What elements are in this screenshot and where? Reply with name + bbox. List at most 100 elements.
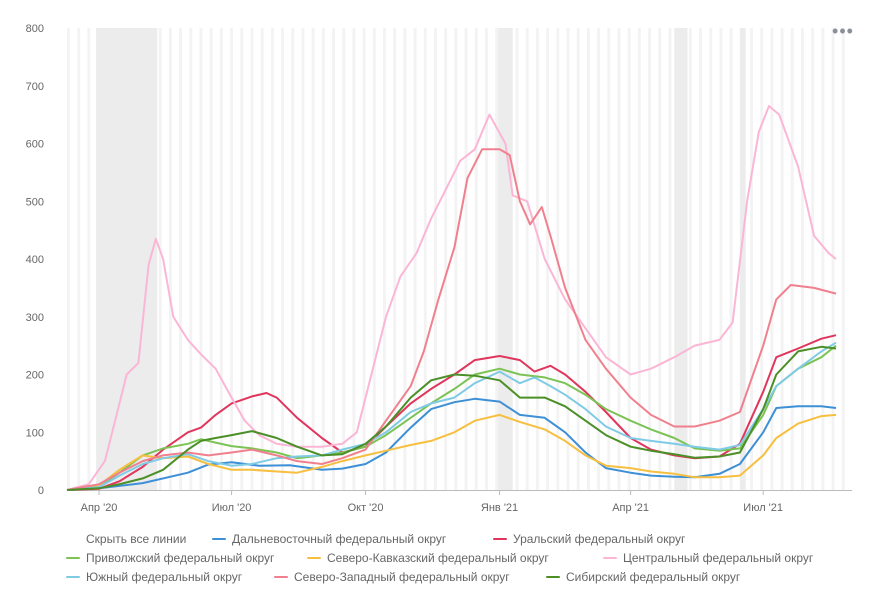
weekend-stripe (811, 28, 815, 490)
weekend-stripe (403, 28, 407, 490)
y-tick-label: 800 (26, 23, 44, 35)
legend-item-0[interactable]: Дальневосточный федеральный округ (212, 532, 446, 546)
series-line-2 (66, 344, 837, 491)
weekend-stripe (831, 28, 835, 490)
weekend-stripe (209, 28, 213, 490)
weekend-stripe (790, 28, 794, 490)
holiday-band (739, 28, 746, 490)
weekend-stripe (841, 28, 845, 490)
legend-item-5[interactable]: Южный федеральный округ (66, 570, 242, 584)
weekend-stripe (423, 28, 427, 490)
legend-swatch (212, 538, 226, 540)
weekend-stripe (179, 28, 183, 490)
weekend-stripe (454, 28, 458, 490)
weekend-stripe (474, 28, 478, 490)
weekend-stripe (760, 28, 764, 490)
weekend-stripe (699, 28, 702, 490)
weekend-stripe (770, 28, 774, 490)
weekend-stripe (688, 28, 692, 490)
weekend-stripe (383, 28, 386, 490)
y-tick-label: 600 (26, 139, 44, 151)
legend-item-4[interactable]: Центральный федеральный округ (603, 551, 813, 565)
legend-label: Центральный федеральный округ (623, 551, 814, 565)
weekend-stripe (729, 28, 733, 490)
weekend-stripe (444, 28, 448, 490)
legend-swatch (493, 538, 507, 540)
y-tick-label: 700 (26, 81, 44, 93)
weekend-stripe (535, 28, 539, 490)
weekend-bands (67, 28, 845, 490)
weekend-stripe (189, 28, 193, 490)
weekend-stripe (658, 28, 662, 490)
legend-item-1[interactable]: Уральский федеральный округ (493, 532, 685, 546)
weekend-stripe (576, 28, 580, 490)
weekend-stripe (77, 28, 81, 490)
weekend-stripe (372, 28, 376, 490)
weekend-stripe (515, 28, 519, 490)
legend-swatch (66, 576, 80, 578)
weekend-stripe (199, 28, 203, 490)
series-line-6 (66, 148, 837, 491)
weekend-stripe (342, 28, 346, 490)
legend-item-3[interactable]: Северо-Кавказский федеральный округ (307, 551, 549, 565)
hide-all-lines-button[interactable]: Скрыть все линии (86, 532, 187, 546)
weekend-stripe (250, 28, 254, 490)
weekend-stripe (719, 28, 723, 490)
x-tick-label: Окт '20 (348, 502, 384, 514)
y-tick-label: 400 (26, 254, 44, 266)
series-line-7 (66, 345, 837, 491)
y-tick-label: 0 (38, 485, 44, 497)
weekend-stripe (158, 28, 162, 490)
legend-item-6[interactable]: Северо-Западный федеральный округ (274, 570, 510, 584)
series-line-5 (66, 341, 837, 491)
weekend-stripe (67, 28, 70, 490)
weekend-stripe (352, 28, 356, 490)
weekend-stripe (332, 28, 335, 490)
legend-label: Сибирский федеральный округ (566, 570, 741, 584)
weekend-stripe (464, 28, 468, 490)
legend-swatch (66, 557, 80, 559)
x-tick-label: Апр '20 (81, 502, 118, 514)
legend-item-7[interactable]: Сибирский федеральный округ (546, 570, 740, 584)
weekend-stripe (750, 28, 753, 490)
weekend-stripe (301, 28, 305, 490)
weekend-stripe (270, 28, 274, 490)
legend-label: Приволжский федеральный округ (86, 551, 275, 565)
weekend-stripe (168, 28, 172, 490)
legend-swatch (274, 576, 288, 578)
y-tick-label: 500 (26, 196, 44, 208)
y-axis: 0 100 200 300 400 500 600 700 800 (26, 23, 44, 497)
weekend-stripe (413, 28, 417, 490)
weekend-stripe (648, 28, 652, 490)
weekend-stripe (240, 28, 244, 490)
weekend-stripe (607, 28, 611, 490)
legend-label: Северо-Западный федеральный округ (294, 570, 510, 584)
x-tick-label: Июл '21 (743, 502, 783, 514)
weekend-stripe (627, 28, 631, 490)
more-horizontal-icon[interactable]: ••• (832, 21, 854, 41)
weekend-stripe (525, 28, 529, 490)
weekend-stripe (801, 28, 804, 490)
weekend-stripe (617, 28, 621, 490)
x-tick-label: Янв '21 (481, 502, 518, 514)
series-lines (66, 105, 837, 491)
weekend-stripe (821, 28, 825, 490)
legend-swatch (546, 576, 560, 578)
weekend-stripe (668, 28, 672, 490)
weekend-stripe (219, 28, 223, 490)
legend-swatch (603, 557, 617, 559)
x-axis: Апр '20 Июл '20 Окт '20 Янв '21 Апр '21 Июл '… (67, 490, 852, 514)
weekend-stripe (597, 28, 601, 490)
weekend-stripe (362, 28, 366, 490)
weekend-stripe (434, 28, 437, 490)
weekend-stripe (709, 28, 713, 490)
legend-swatch (307, 557, 321, 559)
weekend-stripe (393, 28, 397, 490)
weekend-stripe (484, 28, 488, 490)
series-line-3 (66, 413, 837, 491)
legend-item-2[interactable]: Приволжский федеральный округ (66, 551, 274, 565)
y-tick-label: 300 (26, 312, 44, 324)
holiday-band (498, 28, 513, 490)
x-tick-label: Апр '21 (612, 502, 649, 514)
weekend-stripe (311, 28, 315, 490)
